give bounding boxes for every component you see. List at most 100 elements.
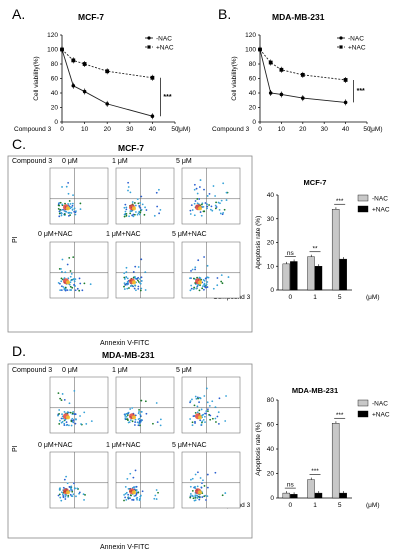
- flow-event-dot: [72, 278, 75, 281]
- y-tick-label: 20: [51, 105, 59, 112]
- flow-event-dot: [133, 424, 136, 426]
- flow-event-dot: [135, 488, 138, 491]
- flow-event-dot: [194, 473, 197, 476]
- flow-event-dot: [205, 286, 207, 289]
- flow-event-dot: [137, 285, 140, 288]
- flow-event-dot: [72, 256, 75, 259]
- flow-event-dot: [131, 214, 134, 217]
- flow-event-dot: [59, 397, 62, 400]
- flow-event-dot: [64, 289, 67, 292]
- flow-event-dot: [208, 204, 210, 206]
- flow-event-dot: [57, 392, 60, 395]
- flow-event-dot: [138, 499, 141, 502]
- flow-event-dot: [89, 283, 92, 286]
- flow-event-dot: [71, 204, 74, 207]
- y-tick-label: 60: [51, 76, 59, 83]
- flow-event-dot: [201, 496, 204, 498]
- flow-event-dot: [61, 493, 64, 496]
- x-tick-label: 50: [171, 126, 179, 133]
- flow-event-dot: [212, 287, 215, 290]
- flow-event-dot: [194, 485, 196, 488]
- flow-event-dot: [139, 419, 142, 422]
- flow-event-dot: [124, 485, 127, 488]
- flow-event-dot: [137, 424, 140, 427]
- flow-event-dot: [134, 284, 137, 287]
- flow-event-dot: [137, 418, 140, 421]
- y-tick-label: 80: [249, 61, 257, 68]
- flow-border: [7, 155, 253, 333]
- flow-event-dot: [194, 200, 197, 202]
- flow-event-dot: [206, 264, 209, 267]
- flow-event-dot: [136, 277, 139, 280]
- flow-event-dot: [74, 278, 77, 281]
- flow-event-dot: [200, 486, 203, 489]
- flow-event-dot: [206, 276, 209, 279]
- flow-event-dot: [191, 490, 194, 492]
- flow-event-dot: [204, 202, 207, 204]
- flow-event-dot: [202, 279, 205, 281]
- x-tick-label: 30: [126, 126, 134, 133]
- flow-event-dot: [206, 495, 209, 498]
- flow-event-dot: [58, 423, 61, 425]
- flow-event-dot: [80, 423, 82, 425]
- flow-event-dot: [216, 277, 219, 279]
- flow-cond-nac-1: 1 μM+NAC: [106, 442, 141, 449]
- flow-event-dot: [136, 213, 139, 216]
- flow-event-dot: [222, 182, 225, 185]
- x-axis-label: Compound 3: [212, 126, 250, 133]
- flow-event-dot: [134, 265, 137, 268]
- x-axis-label: Compound 3: [14, 126, 52, 133]
- legend-swatch: [357, 410, 369, 418]
- data-point: [258, 47, 262, 52]
- flow-event-dot: [73, 390, 76, 392]
- flow-plot: [115, 241, 175, 299]
- flow-event-dot: [57, 203, 60, 205]
- flow-event-dot: [208, 192, 211, 195]
- flow-event-dot: [127, 493, 130, 496]
- y-tick-label: 120: [47, 32, 58, 39]
- y-tick-label: 120: [245, 32, 256, 39]
- flow-plot: [181, 241, 241, 299]
- x-tick-label: 0: [60, 126, 64, 133]
- flow-event-dot: [76, 487, 79, 490]
- flow-event-dot: [132, 476, 135, 479]
- flow-event-dot: [193, 286, 196, 289]
- flow-event-dot: [155, 191, 158, 194]
- flow-event-dot: [126, 477, 129, 480]
- flow-event-dot: [70, 212, 73, 214]
- flow-event-dot: [191, 398, 193, 401]
- flow-event-dot: [129, 212, 132, 215]
- flow-event-dot: [137, 287, 140, 290]
- flow-event-dot: [132, 215, 135, 218]
- flow-event-dot: [73, 413, 76, 416]
- flow-event-dot: [189, 485, 192, 488]
- flow-event-dot: [58, 215, 61, 218]
- flow-event-dot: [60, 268, 62, 270]
- flow-event-dot: [195, 494, 198, 497]
- flow-event-dot: [214, 406, 217, 409]
- flow-event-dot: [214, 417, 217, 420]
- flow-plot-frame: [115, 451, 175, 509]
- flow-density-mid: [198, 280, 202, 285]
- flow-event-dot: [61, 203, 64, 206]
- bar: [290, 261, 298, 291]
- flow-event-dot: [140, 258, 143, 261]
- flow-event-dot: [58, 212, 61, 215]
- flow-plot-frame: [115, 376, 175, 434]
- flow-compound-label: Compound 3: [12, 158, 52, 165]
- flow-event-dot: [62, 208, 64, 211]
- flow-event-dot: [59, 496, 62, 499]
- flow-event-dot: [59, 201, 62, 204]
- flow-plot-frame: [115, 167, 175, 225]
- flow-event-dot: [64, 286, 67, 289]
- flow-event-dot: [139, 207, 142, 209]
- flow-event-dot: [202, 206, 205, 208]
- flow-event-dot: [206, 207, 208, 210]
- flow-event-dot: [219, 202, 221, 205]
- flow-event-dot: [145, 412, 148, 415]
- flow-event-dot: [140, 410, 143, 413]
- flow-event-dot: [79, 282, 82, 285]
- flow-event-dot: [123, 272, 126, 275]
- flow-event-dot: [199, 179, 202, 181]
